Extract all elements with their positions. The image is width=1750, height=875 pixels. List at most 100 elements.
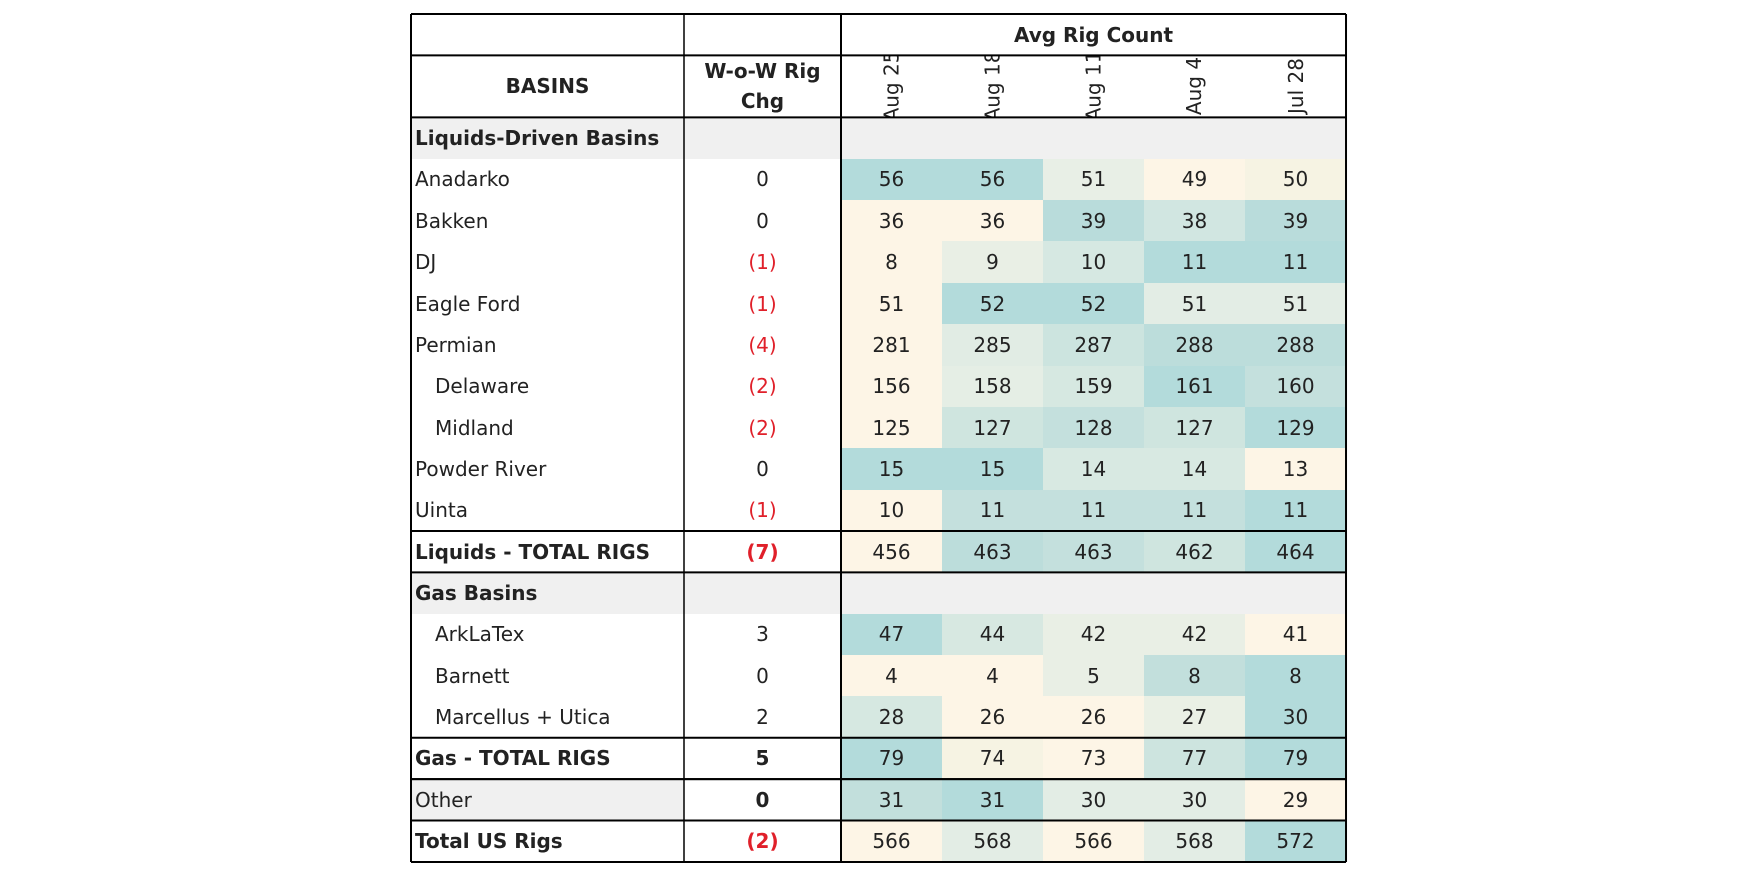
basin-name: Midland [435, 415, 514, 440]
rig-count-cell: 127 [942, 406, 1043, 449]
wow-change: (1) [748, 250, 777, 275]
rig-count-cell: 30 [1144, 779, 1245, 821]
date-label: Aug 11 [1081, 55, 1106, 118]
rig-count-cell: 288 [1245, 324, 1347, 366]
rig-count-cell: 51 [841, 282, 942, 325]
basin-name: Bakken [415, 208, 489, 233]
basin-name: Anadarko [415, 167, 510, 192]
rig-count-cell: 47 [841, 613, 942, 656]
section-gap-cell [841, 572, 1347, 614]
rig-count-cell: 30 [1245, 696, 1347, 738]
rig-count-cell: 287 [1043, 324, 1144, 366]
wow-change: 0 [756, 663, 769, 688]
rig-count-cell: 27 [1144, 696, 1245, 738]
rig-count-cell: 28 [841, 696, 942, 738]
rig-count-cell: 52 [942, 282, 1043, 325]
table-row: Marcellus + Utica 2 28 26 26 27 30 [411, 696, 1347, 738]
rig-count-cell: 5 [1043, 655, 1144, 697]
rig-count-cell: 8 [1144, 655, 1245, 697]
wow-change: 5 [755, 746, 770, 771]
date-label: Aug 18 [980, 55, 1005, 118]
wow-change: (7) [746, 539, 779, 564]
rig-count-cell: 73 [1043, 737, 1144, 780]
other-row: Other 0 31 31 30 30 29 [411, 779, 1347, 821]
rig-count-cell: 129 [1245, 406, 1347, 449]
rig-count-cell: 566 [841, 820, 942, 862]
total-row: Liquids - TOTAL RIGS (7) 456 463 463 462 464 [411, 531, 1347, 573]
date-header: Aug 11 [1043, 55, 1144, 117]
rig-count-cell: 281 [841, 324, 942, 366]
column-header-row: BASINS W-o-W Rig Chg Aug 25 Aug 18 Aug 1… [411, 55, 1346, 117]
blank-header-cell [684, 14, 841, 55]
rig-count-cell: 31 [841, 779, 942, 821]
basin-name: Marcellus + Utica [435, 705, 611, 730]
rig-count-cell: 125 [841, 406, 942, 449]
rig-count-cell: 26 [942, 696, 1043, 738]
rig-count-cell: 74 [942, 737, 1043, 780]
rig-count-cell: 79 [841, 737, 942, 780]
rig-count-cell: 127 [1144, 406, 1245, 449]
table-row: Eagle Ford (1) 51 52 52 51 51 [411, 282, 1347, 325]
rig-count-cell: 50 [1245, 158, 1347, 201]
rig-count-cell: 8 [1245, 655, 1347, 697]
rig-count-cell: 36 [942, 200, 1043, 242]
total-row: Total US Rigs (2) 566 568 566 568 572 [411, 820, 1347, 862]
wow-change: 3 [756, 622, 769, 647]
section-row: Gas Basins [411, 572, 1347, 614]
basin-name: Liquids - TOTAL RIGS [415, 539, 651, 564]
basins-header: BASINS [505, 74, 590, 99]
date-header: Jul 28 [1245, 55, 1346, 117]
basin-name: ArkLaTex [435, 622, 525, 647]
date-label: Aug 4 [1182, 57, 1207, 116]
rig-count-cell: 4 [942, 655, 1043, 697]
header-group-row: Avg Rig Count [411, 14, 1346, 55]
rig-count-cell: 56 [942, 158, 1043, 201]
rig-count-cell: 11 [942, 489, 1043, 531]
table-row: Barnett 0 4 4 5 8 8 [411, 655, 1347, 697]
rig-count-cell: 568 [942, 820, 1043, 862]
basin-name: Eagle Ford [415, 291, 521, 316]
rig-count-cell: 10 [841, 489, 942, 531]
rig-count-cell: 11 [1144, 241, 1245, 283]
rig-count-cell: 159 [1043, 365, 1144, 407]
rig-count-cell: 36 [841, 200, 942, 242]
section-gap-cell [841, 117, 1347, 159]
table-row: Permian (4) 281 285 287 288 288 [411, 324, 1347, 366]
rig-count-cell: 52 [1043, 282, 1144, 325]
wow-change: 2 [756, 705, 769, 730]
rig-count-cell: 51 [1245, 282, 1347, 325]
wow-change: (1) [748, 291, 777, 316]
basin-name: Gas - TOTAL RIGS [415, 746, 611, 771]
rig-count-cell: 463 [942, 531, 1043, 573]
rig-count-cell: 456 [841, 531, 942, 573]
table-row: Anadarko 0 56 56 51 49 50 [411, 158, 1347, 201]
rig-count-cell: 161 [1144, 365, 1245, 407]
rig-count-cell: 4 [841, 655, 942, 697]
rig-count-cell: 42 [1043, 613, 1144, 656]
section-label: Gas Basins [411, 572, 684, 614]
wow-change: (2) [746, 829, 779, 854]
rig-count-cell: 14 [1144, 448, 1245, 490]
date-header: Aug 25 [841, 55, 942, 117]
rig-count-cell: 11 [1144, 489, 1245, 531]
rig-count-cell: 464 [1245, 531, 1347, 573]
rig-count-cell: 288 [1144, 324, 1245, 366]
rig-count-cell: 39 [1043, 200, 1144, 242]
total-row: Gas - TOTAL RIGS 5 79 74 73 77 79 [411, 737, 1347, 780]
table-row: ArkLaTex 3 47 44 42 42 41 [411, 613, 1347, 656]
date-header: Aug 4 [1144, 55, 1245, 117]
rig-count-cell: 9 [942, 241, 1043, 283]
rig-count-cell: 128 [1043, 406, 1144, 449]
section-gap-cell [684, 572, 841, 614]
rig-count-cell: 158 [942, 365, 1043, 407]
rig-count-cell: 11 [1245, 241, 1347, 283]
basin-name: Barnett [435, 663, 510, 688]
rig-count-cell: 463 [1043, 531, 1144, 573]
rig-count-cell: 51 [1043, 158, 1144, 201]
rig-count-cell: 572 [1245, 820, 1347, 862]
rig-count-cell: 11 [1245, 489, 1347, 531]
blank-header-cell [411, 14, 684, 55]
rig-count-cell: 14 [1043, 448, 1144, 490]
rig-count-cell: 26 [1043, 696, 1144, 738]
rig-count-cell: 38 [1144, 200, 1245, 242]
